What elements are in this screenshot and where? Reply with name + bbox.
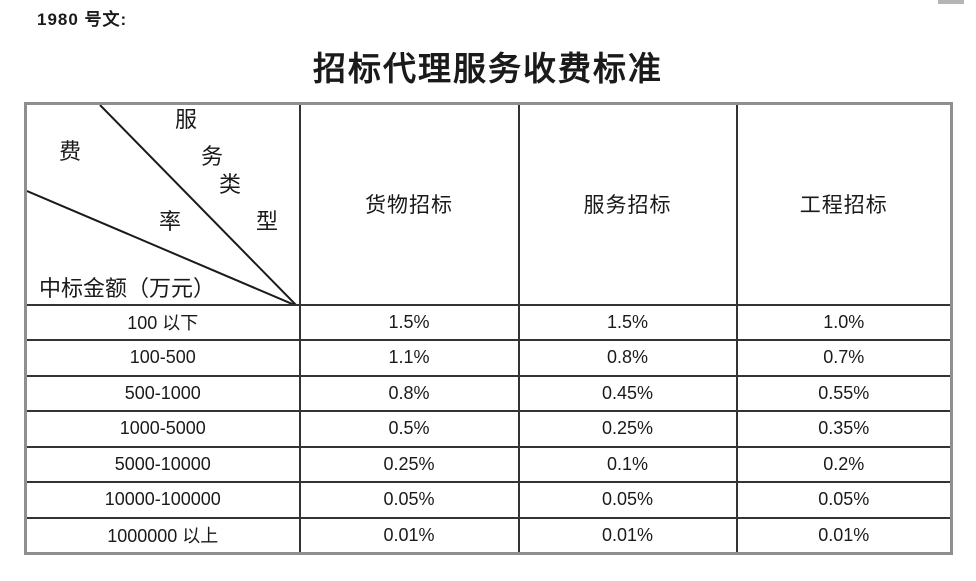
- fee-rate-char-1: 费: [59, 139, 82, 164]
- amount-range-cell: 5000-10000: [24, 445, 301, 483]
- works-rate-cell: 0.55%: [735, 374, 953, 412]
- table-header-row: 服 务 类 型 费 率 中标金额（万元） 货物招标 服务招标 工程招标: [24, 102, 953, 306]
- doc-number-label: 1980 号文:: [37, 10, 128, 29]
- services-rate-cell: 0.05%: [517, 481, 738, 519]
- goods-rate-cell: 1.5%: [298, 303, 520, 341]
- services-rate-cell: 1.5%: [517, 303, 738, 341]
- works-rate-cell: 1.0%: [735, 303, 953, 341]
- services-rate-cell: 0.1%: [517, 445, 738, 483]
- amount-range-cell: 500-1000: [24, 374, 301, 412]
- service-type-char-3: 类: [219, 172, 242, 197]
- works-rate-cell: 0.35%: [735, 410, 953, 448]
- fee-rate-char-2: 率: [159, 209, 182, 234]
- goods-rate-cell: 0.25%: [298, 445, 520, 483]
- goods-rate-cell: 0.8%: [298, 374, 520, 412]
- amount-range-cell: 1000-5000: [24, 410, 301, 448]
- goods-rate-cell: 0.01%: [298, 516, 520, 554]
- service-type-char-2: 务: [201, 144, 224, 169]
- goods-rate-cell: 0.5%: [298, 410, 520, 448]
- amount-range-cell: 100-500: [24, 339, 301, 377]
- table-row: 100 以下 1.5% 1.5% 1.0%: [24, 303, 953, 341]
- column-header-services: 服务招标: [517, 102, 738, 306]
- services-rate-cell: 0.45%: [517, 374, 738, 412]
- amount-range-cell: 1000000 以上: [24, 516, 301, 554]
- goods-rate-cell: 1.1%: [298, 339, 520, 377]
- column-header-goods: 货物招标: [298, 102, 520, 306]
- goods-rate-cell: 0.05%: [298, 481, 520, 519]
- service-type-char-4: 型: [256, 209, 279, 234]
- page-title: 招标代理服务收费标准: [313, 52, 663, 88]
- table-row: 500-1000 0.8% 0.45% 0.55%: [24, 374, 953, 412]
- works-rate-cell: 0.01%: [735, 516, 953, 554]
- fee-standard-table: 服 务 类 型 费 率 中标金额（万元） 货物招标 服务招标 工程招标 100 …: [24, 102, 953, 555]
- table-row: 100-500 1.1% 0.8% 0.7%: [24, 339, 953, 377]
- table-row: 5000-10000 0.25% 0.1% 0.2%: [24, 445, 953, 483]
- services-rate-cell: 0.25%: [517, 410, 738, 448]
- column-header-works: 工程招标: [735, 102, 953, 306]
- table-row: 1000-5000 0.5% 0.25% 0.35%: [24, 410, 953, 448]
- works-rate-cell: 0.2%: [735, 445, 953, 483]
- amount-range-cell: 100 以下: [24, 303, 301, 341]
- works-rate-cell: 0.7%: [735, 339, 953, 377]
- services-rate-cell: 0.8%: [517, 339, 738, 377]
- table-row: 1000000 以上 0.01% 0.01% 0.01%: [24, 516, 953, 554]
- services-rate-cell: 0.01%: [517, 516, 738, 554]
- diagonal-split-lines: [27, 105, 295, 303]
- works-rate-cell: 0.05%: [735, 481, 953, 519]
- screenshot-edge-artifact: [938, 0, 964, 4]
- diagonal-header-cell: 服 务 类 型 费 率 中标金额（万元）: [24, 102, 301, 306]
- bid-amount-axis-label: 中标金额（万元）: [39, 276, 216, 301]
- table-row: 10000-100000 0.05% 0.05% 0.05%: [24, 481, 953, 519]
- service-type-char-1: 服: [175, 107, 198, 132]
- amount-range-cell: 10000-100000: [24, 481, 301, 519]
